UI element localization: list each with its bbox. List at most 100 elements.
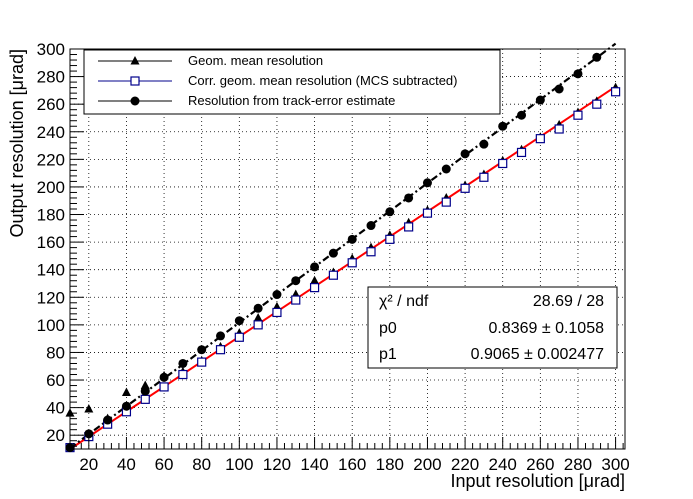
point-corr-geom-mean-200 <box>422 208 433 218</box>
stats-label-chi2: χ² / ndf <box>379 293 429 310</box>
y-tick-label-200: 200 <box>37 178 65 197</box>
x-tick-label-60: 60 <box>155 455 174 474</box>
x-tick-label-200: 200 <box>413 455 441 474</box>
point-corr-geom-mean-60 <box>159 382 169 392</box>
point-track-error-20 <box>84 429 94 439</box>
x-tick-label-280: 280 <box>564 455 592 474</box>
legend-label-geom-mean: Geom. mean resolution <box>188 53 323 68</box>
y-tick-label-260: 260 <box>37 95 65 114</box>
point-corr-geom-mean-50 <box>140 394 150 404</box>
point-track-error-250 <box>517 110 527 120</box>
x-tick-label-160: 160 <box>338 455 366 474</box>
x-tick-label-240: 240 <box>489 455 517 474</box>
point-corr-geom-mean-170 <box>366 247 376 257</box>
point-corr-geom-mean-270 <box>554 124 564 134</box>
y-tick-label-80: 80 <box>46 343 65 362</box>
y-tick-label-120: 120 <box>37 288 65 307</box>
y-tick-label-240: 240 <box>37 123 65 142</box>
point-corr-geom-mean-280 <box>573 110 583 120</box>
point-track-error-200 <box>422 178 432 188</box>
point-geom-mean-50 <box>140 380 150 390</box>
point-corr-geom-mean-90 <box>215 345 226 355</box>
point-geom-mean-110 <box>253 312 263 322</box>
track-error-trend <box>69 42 617 450</box>
legend: Geom. mean resolution Corr. geom. mean r… <box>83 49 501 115</box>
point-track-error-60 <box>159 372 169 382</box>
point-track-error-130 <box>291 276 301 286</box>
x-tick-label-300: 300 <box>601 455 629 474</box>
y-tick-label-180: 180 <box>37 206 65 225</box>
point-corr-geom-mean-100 <box>234 332 244 342</box>
x-tick-label-260: 260 <box>526 455 554 474</box>
point-track-error-290 <box>592 52 602 62</box>
y-axis-title: Output resolution [μrad] <box>7 49 27 237</box>
point-track-error-180 <box>385 207 395 217</box>
point-corr-geom-mean-70 <box>178 369 188 380</box>
point-track-error-230 <box>479 139 489 149</box>
point-geom-mean-40 <box>121 387 131 396</box>
plot-frame <box>69 48 626 450</box>
y-tick-label-40: 40 <box>46 399 65 418</box>
legend-label-corr-geom-mean: Corr. geom. mean resolution (MCS subtrac… <box>188 73 458 88</box>
point-track-error-280 <box>573 69 583 79</box>
x-tick-label-120: 120 <box>263 455 291 474</box>
point-track-error-220 <box>460 149 470 159</box>
point-track-error-270 <box>554 84 564 94</box>
legend-items <box>98 56 172 106</box>
point-geom-mean-20 <box>84 404 94 413</box>
point-corr-geom-mean-190 <box>404 222 414 232</box>
x-tick-label-180: 180 <box>376 455 404 474</box>
stats-box-frame <box>367 286 618 369</box>
point-track-error-110 <box>253 303 263 313</box>
x-tick-label-20: 20 <box>79 455 98 474</box>
point-corr-geom-mean-180 <box>385 234 395 244</box>
stats-value-p1: 0.9065 ± 0.002477 <box>471 346 604 363</box>
axis-ticks <box>70 48 624 449</box>
point-corr-geom-mean-260 <box>535 134 545 144</box>
point-corr-geom-mean-130 <box>291 295 301 305</box>
legend-marker-track-error <box>130 96 140 106</box>
data-markers <box>65 52 621 453</box>
point-corr-geom-mean-110 <box>253 320 263 330</box>
x-tick-label-140: 140 <box>300 455 328 474</box>
point-track-error-140 <box>310 262 320 272</box>
y-tick-label-300: 300 <box>37 40 65 59</box>
y-tick-label-220: 220 <box>37 150 65 169</box>
stats-value-chi2: 28.69 / 28 <box>533 293 604 310</box>
point-track-error-150 <box>328 248 338 258</box>
point-corr-geom-mean-80 <box>197 357 207 367</box>
stats-label-p0: p0 <box>379 320 397 337</box>
y-tick-label-160: 160 <box>37 233 65 252</box>
point-track-error-190 <box>404 193 414 203</box>
point-track-error-90 <box>216 331 226 341</box>
point-corr-geom-mean-220 <box>460 183 470 193</box>
point-track-error-160 <box>347 234 357 244</box>
point-track-error-260 <box>535 95 545 105</box>
point-corr-geom-mean-140 <box>309 283 320 293</box>
x-tick-label-100: 100 <box>225 455 253 474</box>
point-geom-mean-140 <box>310 275 320 285</box>
x-tick-label-80: 80 <box>192 455 211 474</box>
point-corr-geom-mean-160 <box>347 258 357 268</box>
point-track-error-40 <box>121 401 131 411</box>
point-track-error-170 <box>366 221 376 231</box>
point-track-error-80 <box>197 345 207 355</box>
point-track-error-100 <box>234 316 244 326</box>
legend-marker-geom-mean <box>130 56 140 65</box>
stats-label-p1: p1 <box>379 346 397 363</box>
x-tick-label-220: 220 <box>451 455 479 474</box>
point-corr-geom-mean-230 <box>479 172 489 182</box>
legend-marker-corr-geom-mean <box>130 76 140 86</box>
point-corr-geom-mean-210 <box>441 197 451 207</box>
point-corr-geom-mean-150 <box>328 270 338 280</box>
y-tick-label-140: 140 <box>37 261 65 280</box>
y-tick-label-100: 100 <box>37 316 65 335</box>
point-corr-geom-mean-240 <box>498 158 508 169</box>
y-tick-label-280: 280 <box>37 68 65 87</box>
point-corr-geom-mean-120 <box>272 307 282 318</box>
x-axis-title: Input resolution [μrad] <box>451 471 625 491</box>
point-track-error-120 <box>272 290 282 300</box>
fit-stats-box: χ² / ndf 28.69 / 28 p0 0.8369 ± 0.1058 p… <box>367 286 618 369</box>
point-track-error-210 <box>441 164 451 174</box>
